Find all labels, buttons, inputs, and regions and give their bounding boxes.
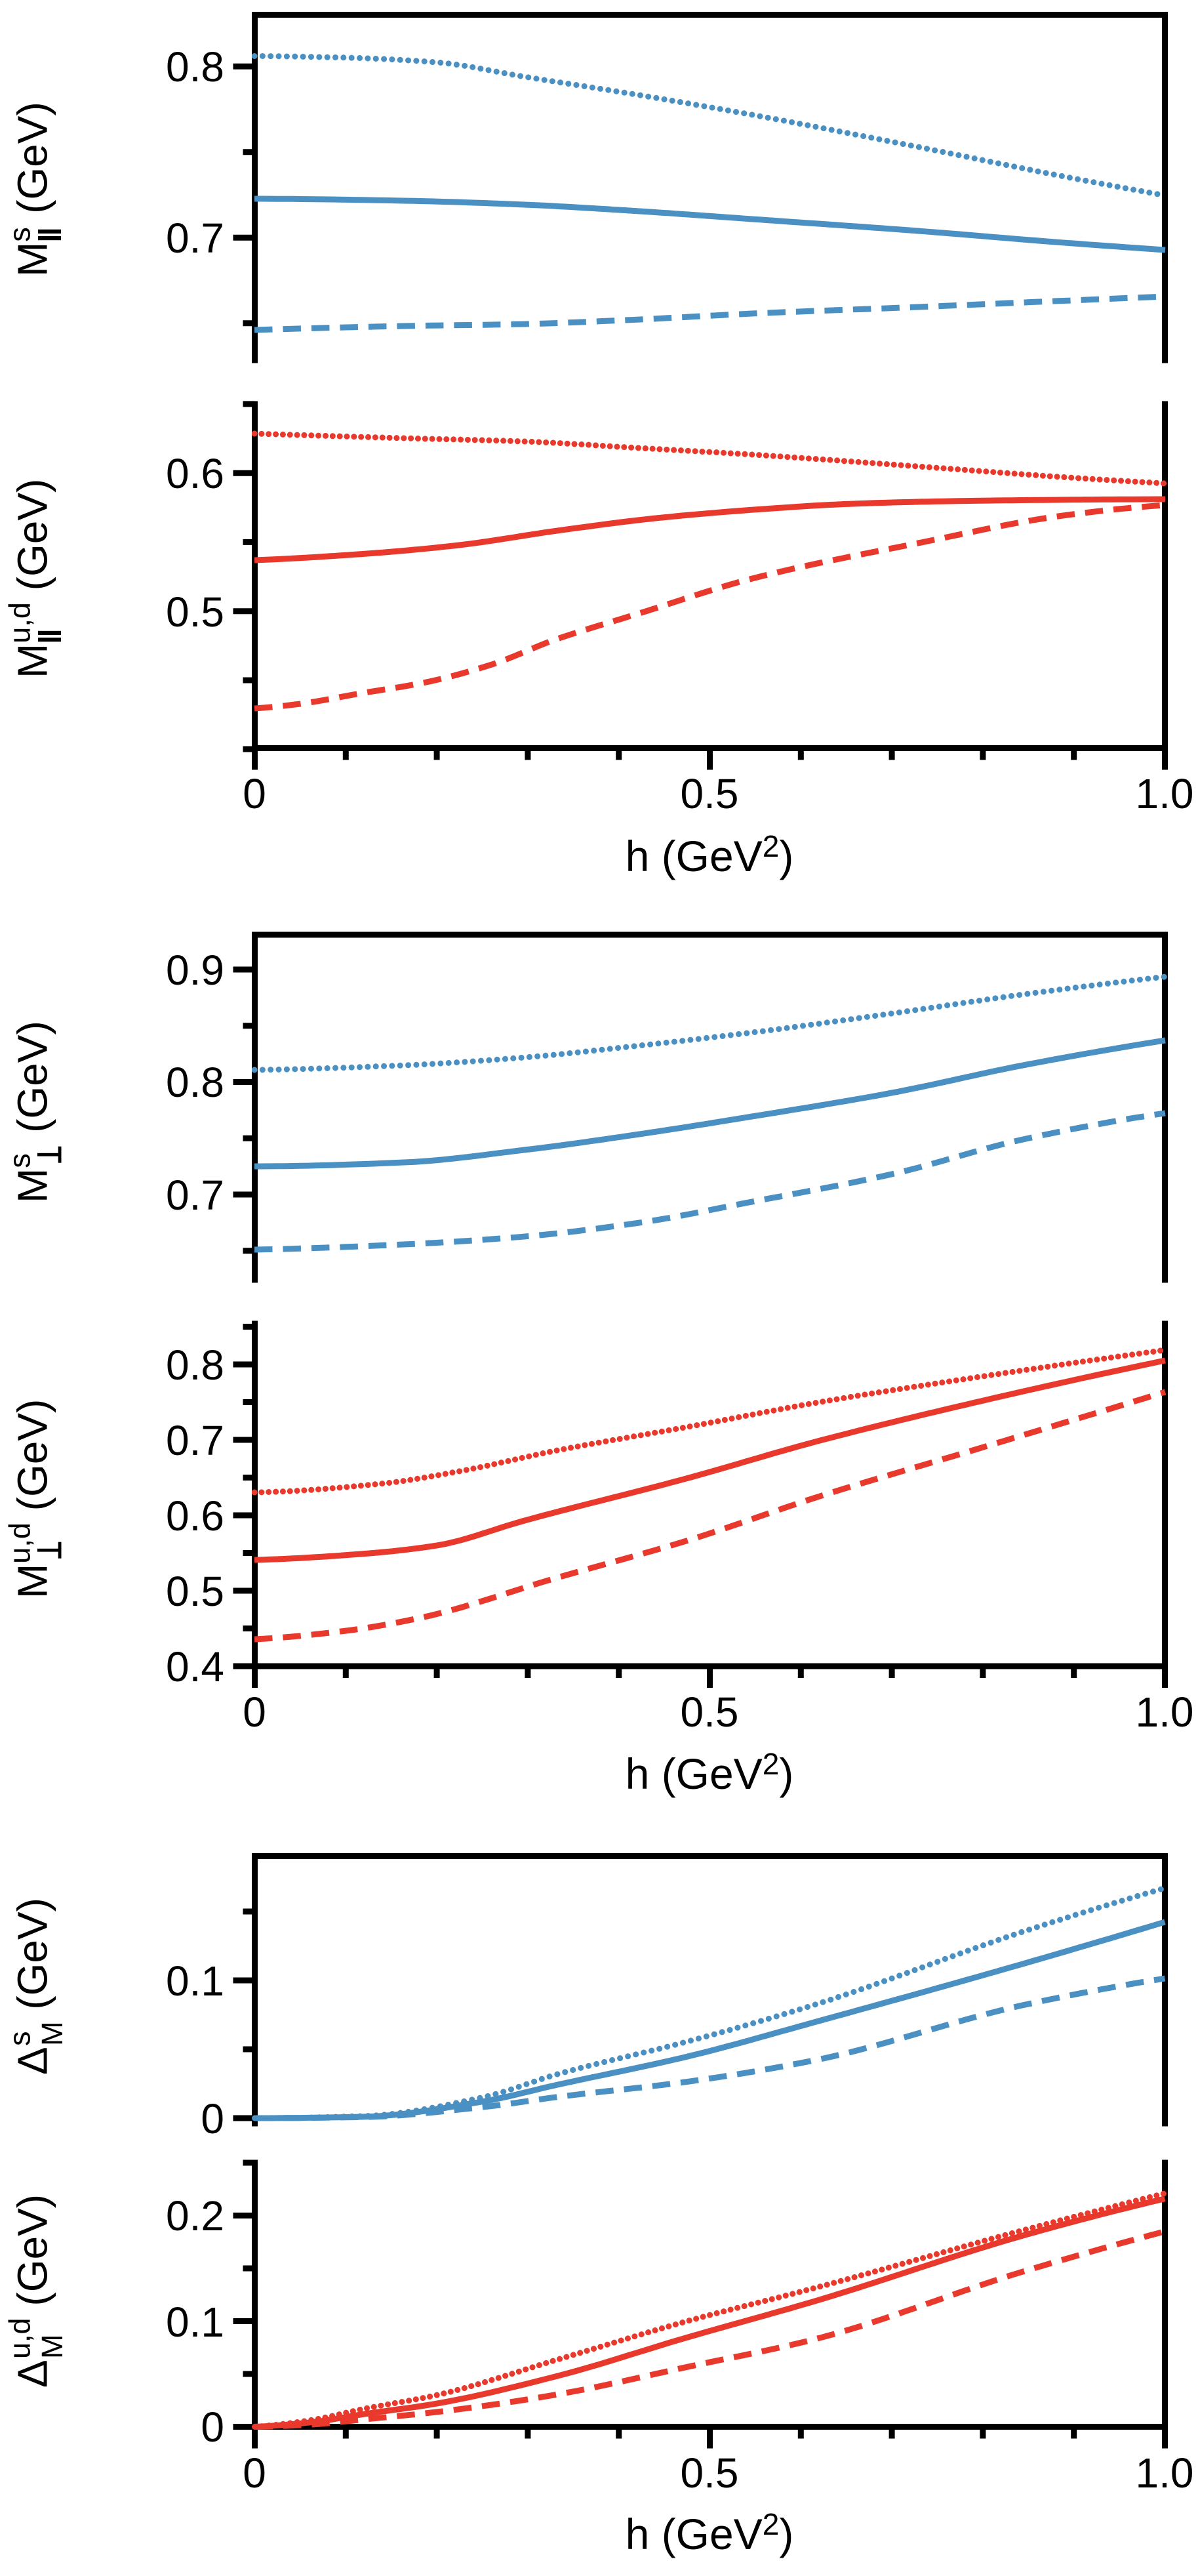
svg-text:0: 0: [243, 2449, 266, 2497]
svg-text:h (GeV2): h (GeV2): [626, 829, 794, 880]
svg-text:0.7: 0.7: [166, 215, 224, 262]
svg-text:(GeV): (GeV): [9, 102, 56, 225]
svg-text:1.0: 1.0: [1136, 2449, 1194, 2497]
svg-text:0.1: 0.1: [166, 1957, 224, 2005]
svg-text:u,d: u,d: [3, 602, 37, 644]
svg-text:0: 0: [201, 2095, 224, 2142]
svg-text:M: M: [35, 2022, 69, 2047]
svg-text:s: s: [3, 2032, 37, 2047]
svg-text:M: M: [35, 2335, 69, 2360]
svg-text:0.9: 0.9: [166, 947, 224, 994]
svg-text:s: s: [3, 1153, 37, 1168]
svg-text:0: 0: [243, 1688, 266, 1736]
svg-text:Δ: Δ: [9, 2360, 56, 2388]
svg-text:0.4: 0.4: [166, 1643, 224, 1690]
svg-text:0.7: 0.7: [166, 1172, 224, 1219]
svg-text:1.0: 1.0: [1136, 770, 1194, 817]
svg-text:(GeV): (GeV): [9, 2194, 56, 2318]
svg-text:M: M: [9, 644, 56, 678]
svg-text:h (GeV2): h (GeV2): [626, 1747, 794, 1798]
svg-text:Δ: Δ: [9, 2047, 56, 2075]
svg-text:0.5: 0.5: [166, 1568, 224, 1615]
svg-text:s: s: [3, 227, 37, 242]
svg-text:M: M: [9, 1564, 56, 1599]
svg-text:0.5: 0.5: [681, 1688, 739, 1736]
svg-text:0.2: 0.2: [166, 2192, 224, 2239]
svg-text:0.5: 0.5: [681, 770, 739, 817]
svg-text:0.7: 0.7: [166, 1417, 224, 1464]
svg-text:M: M: [9, 1168, 56, 1203]
svg-text:1.0: 1.0: [1136, 1688, 1194, 1736]
svg-text:0.8: 0.8: [166, 1341, 224, 1389]
svg-text:M: M: [9, 242, 56, 277]
svg-text:(GeV): (GeV): [9, 1021, 56, 1144]
svg-text:u,d: u,d: [3, 1523, 37, 1564]
svg-text:0.8: 0.8: [166, 1059, 224, 1106]
svg-text:0.8: 0.8: [166, 43, 224, 91]
svg-text:(GeV): (GeV): [9, 1898, 56, 2021]
svg-text:0.5: 0.5: [681, 2449, 739, 2497]
svg-text:0.6: 0.6: [166, 1492, 224, 1540]
svg-text:h (GeV2): h (GeV2): [626, 2507, 794, 2558]
svg-text:(GeV): (GeV): [9, 479, 56, 602]
svg-text:u,d: u,d: [3, 2318, 37, 2359]
svg-text:0: 0: [201, 2403, 224, 2451]
svg-text:0.1: 0.1: [166, 2299, 224, 2346]
svg-text:0.5: 0.5: [166, 588, 224, 636]
svg-text:(GeV): (GeV): [9, 1399, 56, 1523]
svg-text:0: 0: [243, 770, 266, 817]
svg-text:0.6: 0.6: [166, 450, 224, 497]
